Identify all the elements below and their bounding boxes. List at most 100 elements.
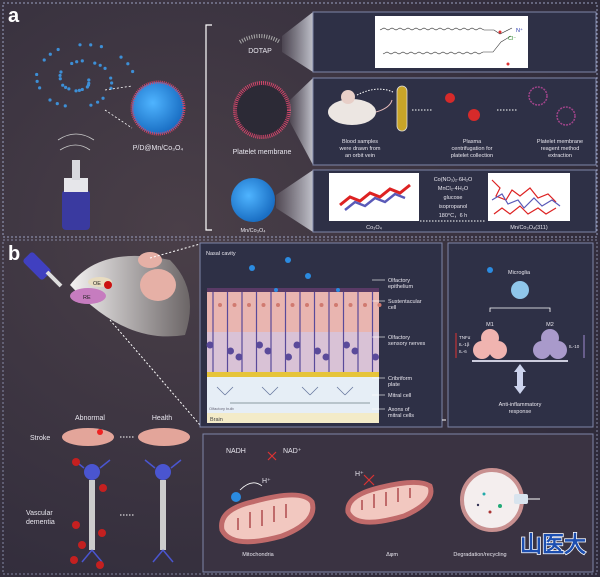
spray-particle — [58, 73, 62, 78]
layer-labels: OlfactoryepitheliumSustentacularcellOlfa… — [372, 278, 426, 419]
sensory-neuron — [314, 347, 321, 355]
panel-a: a P/D@Mn/Co₃O₄ DOTAP Platelet membrane M… — [2, 2, 598, 238]
platelet-membrane-label: Platelet membrane — [233, 149, 292, 156]
health-label: Health — [152, 415, 172, 422]
platelet-membrane-icon — [233, 81, 291, 139]
mouse-head-icon — [70, 252, 190, 337]
spray-particle — [80, 59, 84, 63]
layer-label: mitral cells — [388, 413, 414, 419]
h-plus-label-1: H⁺ — [262, 478, 271, 485]
sensory-nerve-layer — [207, 332, 379, 372]
reagent-text: Co(NO₃)₂·6H₂O — [434, 177, 473, 183]
re-label: RE — [83, 295, 91, 301]
spray-particle — [63, 104, 67, 108]
layer-label: Olfactory — [388, 278, 410, 284]
m1-cytokine: IL-1β — [459, 342, 470, 347]
spray-particle — [78, 43, 82, 47]
co3o4-structure-image — [329, 173, 419, 221]
response-label-2: response — [509, 409, 532, 415]
spray-particle — [61, 83, 65, 87]
olfactory-bulb-region — [207, 377, 379, 413]
spray-particle — [48, 52, 52, 56]
spray-particle — [67, 87, 71, 91]
sensory-neuron — [227, 347, 234, 355]
vascular-label-2: dementia — [26, 519, 55, 526]
bracket — [205, 24, 212, 231]
microglia-title: Microglia — [508, 270, 531, 276]
oe-label: OE — [93, 281, 101, 287]
spray-particle — [74, 89, 78, 93]
spray-particle — [110, 81, 114, 85]
spray-particle — [75, 60, 79, 64]
stroke-label: Stroke — [30, 435, 50, 442]
sensory-neuron — [343, 341, 350, 349]
cribriform-plate — [207, 372, 379, 377]
m1-cells-icon — [473, 329, 507, 359]
dropper-icon — [23, 252, 63, 288]
watermark-logo: 山医大 — [520, 533, 586, 558]
degradation-label: Degradation/recycling — [453, 552, 506, 558]
nasal-cavity-title: Nasal cavity — [206, 251, 236, 257]
microglia-box — [447, 242, 594, 428]
h-plus-label-2: H⁺ — [355, 471, 364, 478]
m2-cytokine: IL-10 — [569, 344, 580, 349]
platelet-step-text: an orbit vein — [345, 153, 375, 159]
mn-co3o4-particle-icon — [231, 178, 275, 222]
damaged-neuron-icon — [73, 459, 111, 563]
spray-particles — [35, 43, 135, 108]
m2-label: M2 — [546, 322, 554, 328]
layer-label: plate — [388, 382, 400, 388]
reagent-text: 180°C，6 h — [439, 213, 468, 219]
brain-label: Brain — [210, 417, 223, 423]
spray-particle — [38, 86, 42, 90]
layer-label: Olfactory — [388, 335, 410, 341]
spray-particle — [103, 66, 107, 70]
brain-strip — [207, 413, 379, 423]
spray-particle — [87, 78, 91, 82]
layer-label: Mitral cell — [388, 393, 411, 399]
spray-particle — [55, 101, 59, 106]
blood-tube-icon — [396, 85, 408, 132]
spray-particle — [101, 96, 105, 100]
spray-particle — [98, 63, 102, 67]
spray-particle — [58, 77, 62, 81]
spray-particle — [42, 58, 46, 62]
m2-cells-icon — [533, 329, 567, 359]
sensory-neuron — [285, 353, 292, 361]
panel-b-label: b — [8, 243, 20, 265]
platelet-step-text: platelet collection — [451, 153, 493, 159]
sensory-neuron — [206, 341, 214, 349]
sustentacular-layer — [207, 290, 379, 332]
layer-label: cell — [388, 305, 396, 311]
microglia-cell-icon — [511, 281, 529, 299]
platelet-step-text: were drawn from — [339, 146, 381, 152]
spray-particle — [77, 88, 81, 92]
spray-particle — [48, 98, 52, 102]
spray-particle — [109, 76, 113, 80]
sensory-neuron — [372, 353, 379, 361]
layer-label: epithelium — [388, 284, 413, 290]
layer-label: Axons of — [388, 407, 410, 413]
spray-particle — [89, 103, 93, 107]
platelet-step-text: reagent method — [541, 146, 580, 152]
double-arrow-icon — [514, 364, 526, 394]
layer-label: Cribriform — [388, 376, 413, 382]
spray-particle — [93, 61, 97, 65]
reagent-text: MnCl₂·4H₂O — [438, 186, 469, 192]
spray-particle — [96, 100, 100, 104]
abnormal-label: Abnormal — [75, 415, 105, 422]
vascular-label-1: Vascular — [26, 510, 53, 517]
spray-particle — [89, 43, 93, 47]
spray-particle — [35, 79, 39, 83]
m1-cytokine: IL-6 — [459, 349, 467, 354]
co3o4-label: Co₃O₄ — [366, 225, 383, 231]
healthy-brain-icon — [138, 428, 190, 446]
nadh-label: NADH — [226, 448, 246, 455]
delta-psi-label: Δφm — [386, 552, 398, 558]
sensory-neuron — [351, 347, 359, 355]
mitochondrion-icon — [219, 492, 316, 545]
spray-particle — [63, 85, 68, 89]
layer-label: sensory nerves — [388, 341, 426, 347]
spray-particle — [126, 62, 130, 66]
